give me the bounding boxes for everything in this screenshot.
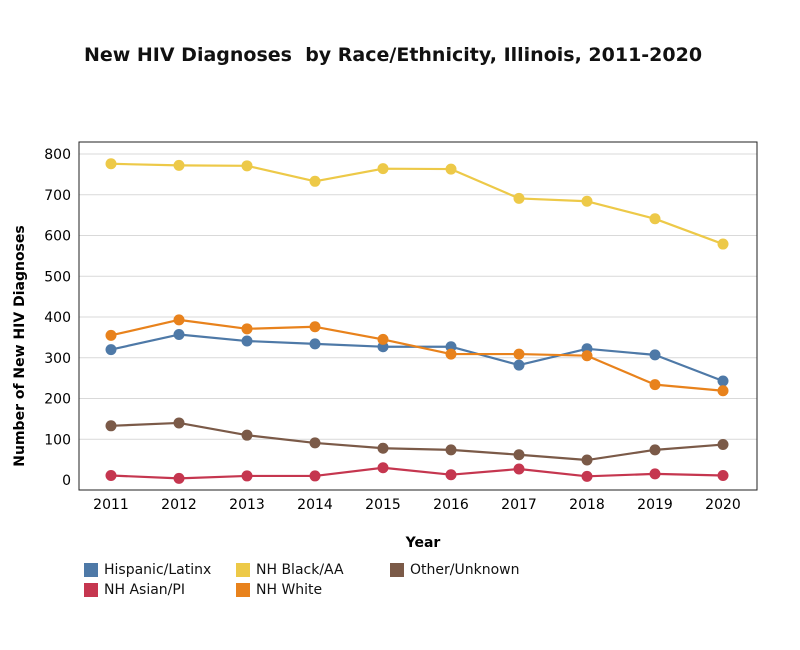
data-point[interactable] bbox=[717, 375, 729, 387]
x-tick-label: 2016 bbox=[433, 497, 469, 513]
gridlines bbox=[79, 153, 757, 440]
legend-swatch bbox=[84, 563, 98, 577]
data-point[interactable] bbox=[173, 314, 185, 326]
x-tick-label: 2014 bbox=[297, 497, 333, 513]
data-point[interactable] bbox=[649, 468, 661, 480]
data-point[interactable] bbox=[581, 470, 593, 482]
x-axis-label: Year bbox=[405, 535, 441, 551]
legend-swatch bbox=[236, 583, 250, 597]
x-tick-label: 2019 bbox=[637, 497, 673, 513]
y-axis-ticks: 0 100 200 300 400 500 600 700 800 bbox=[44, 147, 71, 489]
x-tick-label: 2015 bbox=[365, 497, 401, 513]
data-point[interactable] bbox=[105, 158, 117, 170]
y-tick-label: 200 bbox=[44, 392, 71, 408]
data-point[interactable] bbox=[513, 359, 525, 371]
y-tick-label: 700 bbox=[44, 188, 71, 204]
data-point[interactable] bbox=[513, 192, 525, 204]
data-point[interactable] bbox=[445, 469, 457, 481]
data-point[interactable] bbox=[717, 439, 729, 451]
data-point[interactable] bbox=[241, 160, 253, 172]
data-point[interactable] bbox=[309, 470, 321, 482]
series-other-unknown bbox=[105, 417, 729, 466]
data-point[interactable] bbox=[173, 417, 185, 429]
data-point[interactable] bbox=[309, 338, 321, 350]
data-point[interactable] bbox=[241, 323, 253, 335]
data-point[interactable] bbox=[241, 429, 253, 441]
legend-label: Other/Unknown bbox=[410, 562, 520, 578]
data-point[interactable] bbox=[649, 379, 661, 391]
x-tick-label: 2011 bbox=[93, 497, 129, 513]
data-point[interactable] bbox=[377, 442, 389, 454]
data-point[interactable] bbox=[717, 470, 729, 482]
legend-swatch bbox=[390, 563, 404, 577]
data-point[interactable] bbox=[581, 350, 593, 362]
data-point[interactable] bbox=[445, 444, 457, 456]
data-point[interactable] bbox=[377, 462, 389, 474]
series-line bbox=[110, 318, 724, 392]
data-point[interactable] bbox=[105, 470, 117, 482]
data-point[interactable] bbox=[445, 348, 457, 360]
data-point[interactable] bbox=[377, 333, 389, 345]
data-point[interactable] bbox=[377, 163, 389, 175]
x-tick-label: 2017 bbox=[501, 497, 537, 513]
data-point[interactable] bbox=[241, 470, 253, 482]
legend-label: NH Black/AA bbox=[256, 562, 344, 578]
x-tick-label: 2018 bbox=[569, 497, 605, 513]
legend-swatch bbox=[84, 583, 98, 597]
legend-label: Hispanic/Latinx bbox=[104, 562, 212, 578]
data-point[interactable] bbox=[241, 335, 253, 347]
data-point[interactable] bbox=[581, 454, 593, 466]
series-line bbox=[110, 421, 724, 462]
x-tick-label: 2013 bbox=[229, 497, 265, 513]
data-point[interactable] bbox=[649, 349, 661, 361]
plot-frame bbox=[78, 141, 758, 491]
x-tick-label: 2020 bbox=[705, 497, 741, 513]
data-point[interactable] bbox=[717, 385, 729, 397]
data-point[interactable] bbox=[309, 321, 321, 333]
data-point[interactable] bbox=[105, 420, 117, 432]
data-point[interactable] bbox=[309, 175, 321, 187]
legend-swatch bbox=[236, 563, 250, 577]
data-point[interactable] bbox=[309, 437, 321, 449]
chart-title: New HIV Diagnoses by Race/Ethnicity, Ill… bbox=[83, 44, 703, 66]
x-axis-ticks: 2011 2012 2013 2014 2015 2016 2017 2018 2019 2020 bbox=[93, 497, 741, 513]
data-point[interactable] bbox=[513, 463, 525, 475]
data-point[interactable] bbox=[173, 472, 185, 484]
data-point[interactable] bbox=[105, 344, 117, 356]
data-point[interactable] bbox=[581, 195, 593, 207]
y-tick-label: 600 bbox=[44, 229, 71, 245]
data-point[interactable] bbox=[173, 159, 185, 171]
series-line bbox=[110, 466, 724, 480]
y-axis-label: Number of New HIV Diagnoses bbox=[12, 225, 28, 466]
legend: Hispanic/Latinx NH Black/AA Other/Unknow… bbox=[84, 560, 604, 604]
data-point[interactable] bbox=[513, 348, 525, 360]
y-tick-label: 500 bbox=[44, 269, 71, 285]
data-point[interactable] bbox=[445, 163, 457, 175]
data-point[interactable] bbox=[649, 213, 661, 225]
series-line bbox=[110, 162, 724, 246]
series-nh-white bbox=[105, 314, 729, 397]
series-nh-asian-pi bbox=[105, 462, 729, 484]
legend-label: NH Asian/PI bbox=[104, 582, 185, 598]
y-tick-label: 800 bbox=[44, 147, 71, 163]
legend-item-white[interactable]: NH White bbox=[236, 582, 322, 598]
legend-label: NH White bbox=[256, 582, 323, 598]
data-point[interactable] bbox=[105, 329, 117, 341]
series-lines bbox=[105, 158, 729, 484]
data-point[interactable] bbox=[717, 238, 729, 250]
legend-item-black[interactable]: NH Black/AA bbox=[236, 562, 344, 578]
legend-item-asian[interactable]: NH Asian/PI bbox=[84, 582, 185, 598]
legend-item-other[interactable]: Other/Unknown bbox=[390, 562, 519, 578]
y-tick-label: 100 bbox=[44, 432, 71, 448]
y-tick-label: 400 bbox=[44, 310, 71, 326]
data-point[interactable] bbox=[649, 444, 661, 456]
legend-item-hispanic[interactable]: Hispanic/Latinx bbox=[84, 562, 211, 578]
y-tick-label: 0 bbox=[62, 473, 71, 489]
x-tick-label: 2012 bbox=[161, 497, 197, 513]
y-tick-label: 300 bbox=[44, 351, 71, 367]
series-nh-black-aa bbox=[105, 158, 729, 250]
data-point[interactable] bbox=[513, 449, 525, 461]
data-point[interactable] bbox=[173, 329, 185, 341]
